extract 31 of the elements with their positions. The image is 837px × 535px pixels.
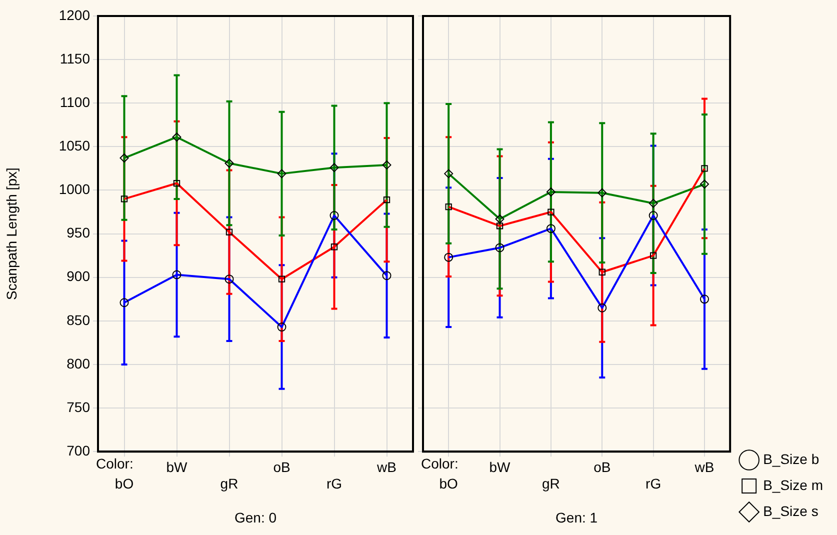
y-tick-label: 750 bbox=[66, 398, 90, 415]
x-axis-title: Gen: 0 bbox=[234, 509, 277, 526]
x-tick-label: gR bbox=[220, 476, 238, 492]
x-tick-label: bW bbox=[489, 458, 512, 475]
y-tick-label: 900 bbox=[66, 268, 90, 284]
x-tick-label: gR bbox=[542, 476, 560, 492]
y-tick-label: 1050 bbox=[58, 138, 90, 154]
x-tick-label: wB bbox=[376, 458, 396, 475]
y-tick-label: 700 bbox=[66, 442, 90, 458]
x-tick-label: oB bbox=[273, 458, 290, 475]
x-tick-label: bO bbox=[114, 476, 134, 492]
x-tick-label: wB bbox=[694, 458, 714, 475]
legend-label: B_Size b bbox=[763, 450, 820, 467]
y-tick-label: 1150 bbox=[60, 50, 90, 66]
y-axis-title: Scanpath Length [px] bbox=[3, 168, 20, 300]
y-tick-label: 1200 bbox=[58, 6, 90, 23]
legend-label: B_Size m bbox=[763, 476, 824, 493]
y-tick-label: 950 bbox=[66, 224, 90, 241]
text: Color: bbox=[96, 455, 134, 472]
x-tick-label: oB bbox=[594, 458, 611, 475]
y-tick-label: 850 bbox=[66, 312, 90, 328]
x-tick-label: rG bbox=[646, 476, 662, 492]
x-tick-label: rG bbox=[326, 476, 342, 492]
x-tick-label: bW bbox=[166, 458, 188, 475]
text: Color: bbox=[421, 455, 458, 472]
legend-label: B_Size s bbox=[763, 502, 818, 519]
y-tick-label: 1100 bbox=[60, 94, 90, 110]
x-tick-label: bO bbox=[439, 476, 458, 492]
y-tick-label: 800 bbox=[66, 355, 90, 372]
y-tick-label: 1000 bbox=[58, 181, 90, 198]
x-axis-title: Gen: 1 bbox=[556, 509, 598, 526]
